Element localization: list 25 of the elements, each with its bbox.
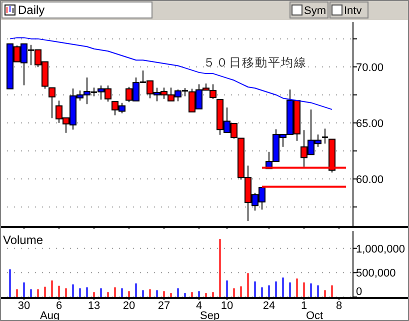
x-tick-label: 6	[56, 300, 62, 312]
text: Intv	[344, 5, 362, 17]
y-tick-label: 70.00	[356, 62, 384, 74]
chart-title: Daily	[18, 3, 45, 17]
x-tick-label: 30	[18, 300, 30, 312]
y-tick-label: 65.00	[356, 118, 384, 130]
y-tick-label: 1,000,000	[356, 243, 405, 256]
x-tick-label: 1	[300, 300, 308, 312]
x-tick-label: 13	[88, 300, 100, 312]
x-tick-label: 20	[122, 300, 136, 312]
y-tick-label: 0	[356, 286, 362, 298]
y-tick-label: 60.00	[356, 174, 384, 186]
series-label: ５０日移動平均線	[203, 55, 307, 70]
x-tick-label: 10	[220, 300, 234, 312]
candlestick	[321, 128, 329, 144]
text: Oct	[306, 310, 324, 321]
candlestick	[48, 87, 56, 119]
x-tick-label: 4	[196, 300, 202, 312]
chart-title: Volume	[3, 233, 44, 247]
y-tick-label: 500,000	[356, 268, 396, 280]
text: Sep	[200, 310, 220, 321]
x-tick-label: 8	[336, 300, 342, 312]
text: Sym	[304, 5, 326, 17]
x-tick-label: 24	[262, 300, 276, 312]
x-tick-label: 27	[158, 300, 170, 312]
